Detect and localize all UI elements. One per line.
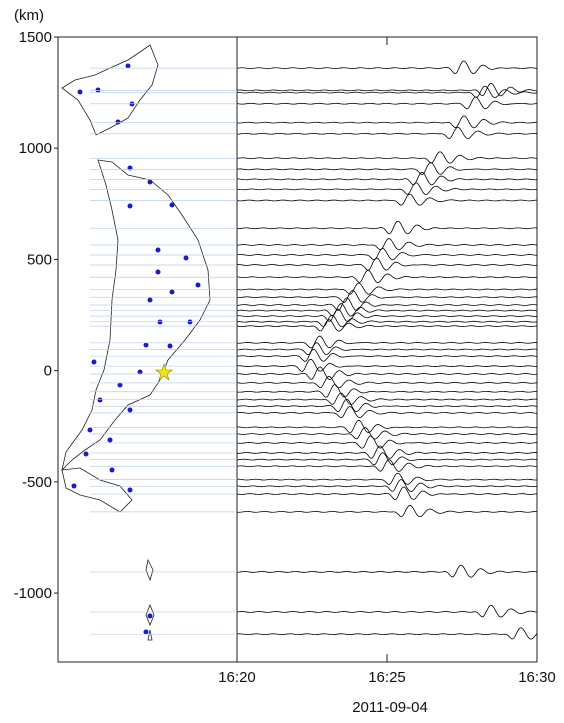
trace [236,486,538,500]
kyushu [61,467,133,513]
trace [236,290,538,303]
trace [236,83,538,97]
y-tick-label: -1000 [14,585,52,602]
trace [236,398,538,413]
trace [236,257,538,271]
trace [236,419,538,434]
trace [236,427,538,440]
trace [236,376,538,389]
trace [236,60,538,75]
x-tick-label: 16:30 [518,669,556,686]
trace [236,406,538,419]
trace [236,319,538,332]
trace [236,238,538,251]
trace [236,115,538,129]
y-tick-label: -500 [22,474,52,491]
trace [236,452,538,466]
trace [236,505,538,518]
y-tick-label: 1000 [19,140,52,157]
trace [236,435,538,449]
trace [236,459,538,472]
epicenter [155,363,173,381]
trace [236,604,538,618]
trace [236,342,538,356]
trace [236,392,538,405]
trace [236,248,538,261]
trace [236,479,538,492]
trace [236,269,538,284]
trace [236,151,538,164]
x-tick-label: 16:20 [218,669,256,686]
trace [236,308,538,322]
trace [236,358,538,372]
trace [236,85,538,99]
trace [236,366,538,380]
trace [236,564,538,578]
trace [236,384,538,398]
y-tick-label: 0 [44,363,52,380]
trace [236,348,538,362]
trace [236,126,538,139]
trace [236,282,538,295]
trace [236,220,538,235]
trace [236,627,538,640]
trace [236,162,538,175]
trace [236,303,538,317]
trace [236,445,538,459]
trace [236,171,538,186]
trace [236,193,538,206]
trace [236,297,538,311]
y-tick-label: 1500 [19,29,52,46]
trace [236,472,538,485]
stations [71,63,201,635]
map [61,44,211,641]
y-tick-label: 500 [27,251,52,268]
plot-frame [57,36,538,663]
x-tick-label: 16:25 [368,669,406,686]
trace [236,335,538,349]
y-axis-label: (km) [14,7,44,24]
x-axis-label: 2011-09-04 [352,699,428,716]
trace [236,96,538,110]
trace [236,314,538,328]
honshu [61,159,211,472]
hokkaido [61,44,159,136]
trace [236,182,538,195]
